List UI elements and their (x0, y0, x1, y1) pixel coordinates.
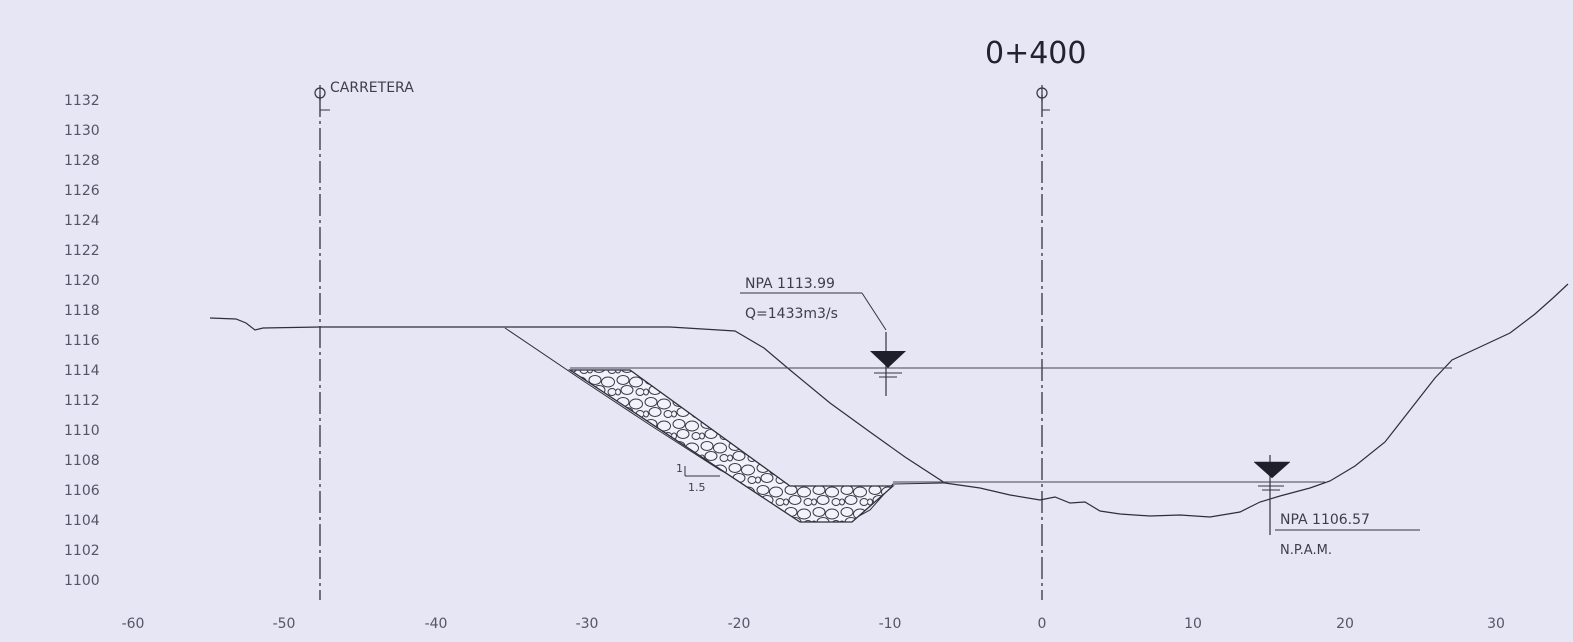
y-tick: 1120 (64, 273, 100, 289)
x-tick: 30 (1487, 616, 1505, 632)
y-tick: 1128 (64, 153, 100, 169)
y-tick: 1122 (64, 243, 100, 259)
y-tick: 1116 (64, 333, 100, 349)
x-tick: 10 (1184, 616, 1202, 632)
y-tick: 1108 (64, 453, 100, 469)
y-tick: 1106 (64, 483, 100, 499)
road-centerline: CARRETERA (314, 80, 414, 600)
station-title: 0+400 (985, 36, 1086, 71)
x-tick: -40 (425, 616, 448, 632)
y-tick: 1126 (64, 183, 100, 199)
channel-axis (1036, 85, 1050, 600)
slope-ratio-symbol: 1 1.5 (676, 462, 720, 494)
y-tick: 1102 (64, 543, 100, 559)
low-water-note: N.P.A.M. (1280, 543, 1332, 558)
x-tick: 20 (1336, 616, 1354, 632)
riprap-protection (567, 369, 895, 523)
water-level-triangle-icon (1253, 461, 1291, 479)
y-tick: 1110 (64, 423, 100, 439)
x-tick: -60 (122, 616, 145, 632)
y-tick: 1112 (64, 393, 100, 409)
low-water-level: NPA 1106.57 N.P.A.M. (893, 455, 1420, 558)
x-tick: -30 (576, 616, 599, 632)
road-label: CARRETERA (330, 80, 414, 96)
y-tick: 1130 (64, 123, 100, 139)
slope-rise: 1 (676, 462, 683, 475)
y-tick: 1114 (64, 363, 100, 379)
y-tick: 1104 (64, 513, 100, 529)
y-tick: 1132 (64, 93, 100, 109)
y-tick: 1124 (64, 213, 100, 229)
y-tick: 1100 (64, 573, 100, 589)
high-water-label: NPA 1113.99 (745, 276, 835, 292)
x-tick: -20 (728, 616, 751, 632)
y-axis-labels: 1132 1130 1128 1126 1124 1122 1120 1118 … (64, 93, 100, 589)
x-tick: -50 (273, 616, 296, 632)
x-tick: 0 (1038, 616, 1047, 632)
water-level-triangle-icon (870, 351, 906, 368)
x-axis-labels: -60 -50 -40 -30 -20 -10 0 10 20 30 (122, 616, 1505, 632)
terrain-profile (209, 283, 1569, 518)
design-flow-label: Q=1433m3/s (745, 306, 838, 322)
high-water-level: NPA 1113.99 Q=1433m3/s (570, 276, 1452, 396)
low-water-label: NPA 1106.57 (1280, 512, 1370, 528)
y-tick: 1118 (64, 303, 100, 319)
slope-run: 1.5 (688, 481, 706, 494)
x-tick: -10 (879, 616, 902, 632)
